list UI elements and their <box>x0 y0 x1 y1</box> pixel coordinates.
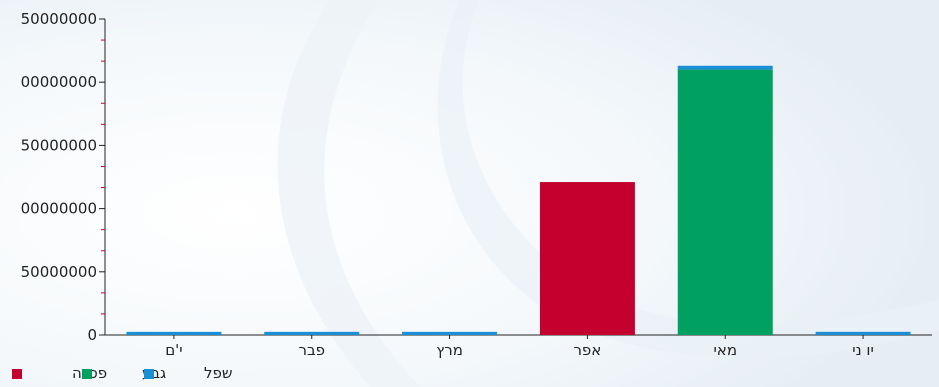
y-tick-label: 50000000 <box>21 10 97 28</box>
y-tick-label: 0 <box>87 326 97 344</box>
axes <box>99 18 932 339</box>
background-swoosh-2 <box>437 0 939 358</box>
y-tick-label: 50000000 <box>21 263 97 281</box>
background-swoosh <box>277 0 420 387</box>
y-tick-label: 00000000 <box>21 200 97 218</box>
x-tick-label: י'ם <box>165 341 182 359</box>
bar-0-3 <box>539 182 635 335</box>
legend-label-2: שפל <box>204 364 233 382</box>
y-tick-label: 00000000 <box>21 73 97 91</box>
bar-1-4 <box>677 69 773 335</box>
y-tick-label: 50000000 <box>21 136 97 154</box>
x-tick-label: מאי <box>713 341 737 359</box>
legend-swatch-1 <box>82 369 92 379</box>
tick-labels: 0 50000000 00000000 50000000 00000000 5000000… <box>21 10 874 359</box>
x-tick-label: אפר <box>573 341 601 359</box>
x-tick-label: יו ני <box>852 341 874 359</box>
bar-2-5 <box>815 331 911 335</box>
legend-swatch-0 <box>12 369 22 379</box>
bar-2-4 <box>677 65 773 70</box>
bar-2-2 <box>402 331 498 335</box>
x-tick-label: מרץ <box>436 341 463 359</box>
bars <box>126 65 911 335</box>
legend: פסגהגבעשפל <box>12 364 233 382</box>
x-tick-label: פבר <box>298 341 325 359</box>
legend-swatch-2 <box>144 369 154 379</box>
bar-2-0 <box>126 331 222 335</box>
bar-2-1 <box>264 331 360 335</box>
